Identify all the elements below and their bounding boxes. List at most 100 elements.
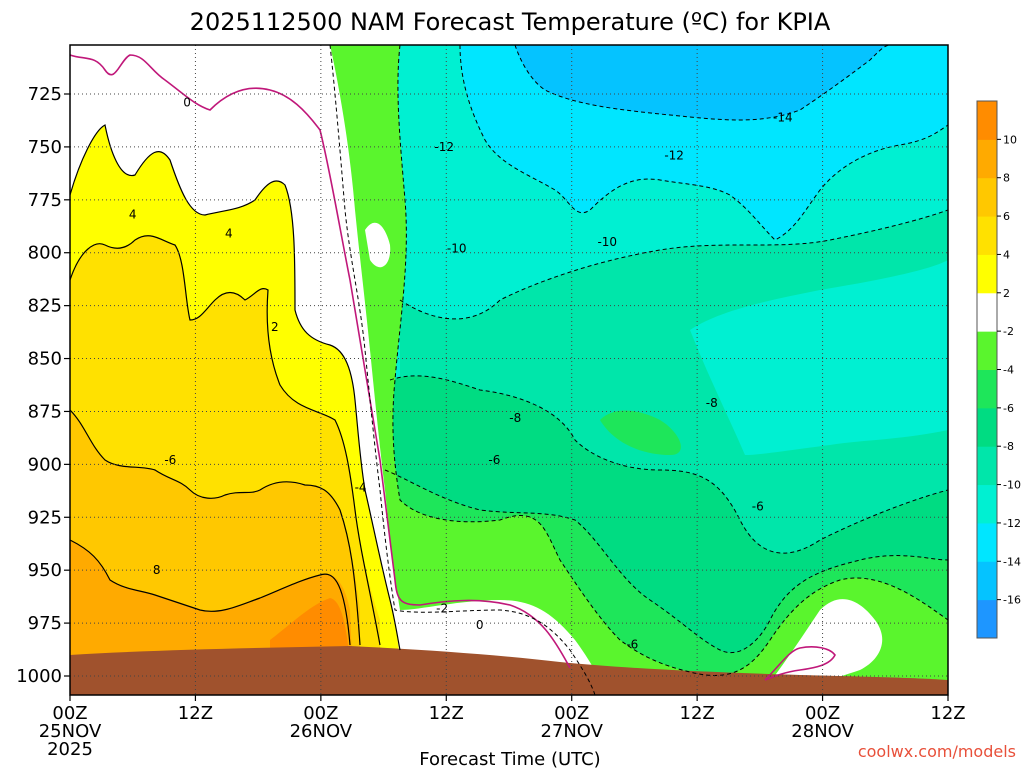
contour-zero-right [764,646,836,681]
contour-label: 4 [129,208,137,222]
x-tick-date: 28NOV [791,721,854,742]
ground-terrain [70,646,948,695]
colorbar-label: 10 [1003,133,1017,146]
contour-labels: 0 -14 -12 -12 4 -10 -10 4 2 -8 -8 -6 -6 -4 -6 8 -2 0 -6 [129,95,793,651]
y-tick-label: 875 [28,401,62,422]
colorbar-swatch [977,369,997,409]
x-tick-date: 26NOV [290,721,353,742]
contour-lines [70,45,948,695]
colorbar-swatch [977,292,997,332]
contour-label: 2 [271,320,279,334]
contour-label: -12 [434,140,454,154]
colorbar-swatch [977,331,997,370]
colorbar-swatch [977,446,997,486]
contour-zero-line [70,54,571,669]
contour-8-line [70,539,351,646]
colorbar-label: 6 [1003,210,1010,223]
contour-label: -8 [509,411,521,425]
contour-minus-4-line [392,45,948,676]
y-tick-label: 925 [28,507,62,528]
plot-area [70,45,948,695]
contour-label: -4 [355,481,367,495]
colorbar-swatch [977,101,997,140]
contour-label: 0 [183,95,191,109]
region-10-to-12 [270,598,348,660]
y-tick-label: 825 [28,296,62,317]
y-tick-label: 800 [28,243,62,264]
chart-title: 2025112500 NAM Forecast Temperature (ºC)… [190,8,831,36]
contour-label: -10 [597,235,617,249]
region-minus-6-blob [600,410,681,455]
region-white-pocket [365,222,391,268]
contour-minus-14-line [514,45,891,121]
contour-label: 0 [476,618,484,632]
contour-label: -2 [436,601,448,615]
contour-minus-10-line [399,209,948,320]
contour-label: 4 [225,227,233,241]
contour-label: -10 [447,241,467,255]
contour-4-line [70,235,381,646]
colorbar-label: 4 [1003,248,1010,261]
contour-label: -6 [488,453,500,467]
y-tick-label: 900 [28,454,62,475]
x-tick-label: 12Z [930,703,965,724]
colorbar-label: -14 [1003,555,1021,568]
contour-label: 8 [153,563,161,577]
contour-label: -6 [752,500,764,514]
colorbar-swatch [977,139,997,179]
y-tick-label: 775 [28,190,62,211]
colorbar-swatch [977,484,997,524]
colorbar-swatch [977,522,997,562]
x-tick-date: 27NOV [540,721,603,742]
colorbar-label: -16 [1003,594,1021,607]
region-minus-2-to-minus-4 [330,45,948,695]
contour-6-line [70,409,361,646]
contour-label: -6 [164,453,176,467]
y-tick-label: 1000 [16,666,62,687]
contour-minus-12-line [459,45,948,241]
contour-label: -8 [706,396,718,410]
x-tick-label: 12Z [178,703,213,724]
contour-minus-2-line [329,45,596,695]
colorbar-label: 8 [1003,172,1010,185]
contour-minus-6-line [384,469,948,654]
credit-text: coolwx.com/models [858,742,1016,761]
y-tick-label: 850 [28,349,62,370]
colorbar-label: -12 [1003,517,1021,530]
colorbar-swatch [977,599,997,639]
x-tick-label: 12Z [680,703,715,724]
y-tick-label: 750 [28,137,62,158]
x-tick-label: 00Z [554,703,589,724]
x-tick-year: 2025 [47,739,93,760]
colorbar-label: 2 [1003,287,1010,300]
y-tick-label: 950 [28,560,62,581]
x-tick-label: 12Z [429,703,464,724]
colorbar-label: -6 [1003,402,1014,415]
y-axis: 725 750 775 800 825 850 875 900 925 950 975 1000 [16,84,70,687]
y-tick-label: 975 [28,613,62,634]
region-8-to-10 [70,540,352,660]
contour-label: -12 [664,148,684,162]
colorbar-swatch [977,561,997,601]
region-minus-14 [515,45,890,120]
x-axis-label: Forecast Time (UTC) [419,749,600,768]
x-tick-label: 00Z [303,703,338,724]
colorbar-swatch [977,407,997,447]
colorbar: -16 -14 -12 -10 -8 -6 -4 -2 2 4 6 8 10 [976,100,1021,639]
plot-frame [69,44,949,696]
colorbar-label: -8 [1003,440,1014,453]
colorbar-swatch [977,216,997,255]
colorbar-label: -4 [1003,364,1014,377]
x-tick-date: 25NOV [39,721,102,742]
contour-2-line [70,124,401,651]
region-minus-8-pocket [690,260,948,455]
colorbar-label: -10 [1003,479,1021,492]
colorbar-swatch [977,177,997,217]
contour-label: -14 [773,110,793,124]
contour-minus-8-line [389,375,948,554]
colorbar-swatch [977,254,997,294]
colorbar-label: -2 [1003,325,1014,338]
x-tick-label: 00Z [805,703,840,724]
